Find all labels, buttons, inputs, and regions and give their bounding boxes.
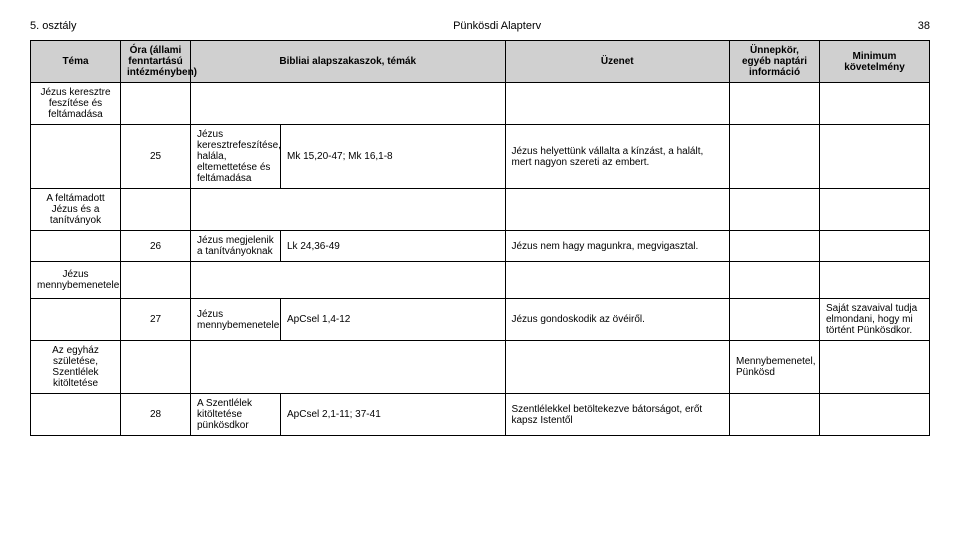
bibliai-title-cell: Jézus megjelenik a tanítványoknak (191, 231, 281, 262)
empty-cell (121, 262, 191, 299)
empty-cell (121, 341, 191, 394)
empty-cell (31, 231, 121, 262)
table-row: 27 Jézus mennybemenetele ApCsel 1,4-12 J… (31, 299, 930, 341)
col-tema-header: Téma (31, 41, 121, 83)
unnep-cell: Mennybemenetel, Pünkösd (730, 341, 820, 394)
table-row: A feltámadott Jézus és a tanítványok (31, 189, 930, 231)
empty-cell (31, 394, 121, 436)
empty-cell (191, 189, 506, 231)
empty-cell (820, 83, 930, 125)
tema-cell: Jézus mennybemenetele (31, 262, 121, 299)
bibliai-title-cell: A Szentlélek kitöltetése pünkösdkor (191, 394, 281, 436)
ora-cell: 27 (121, 299, 191, 341)
empty-cell (31, 299, 121, 341)
min-cell (820, 394, 930, 436)
ora-cell: 28 (121, 394, 191, 436)
tema-cell: A feltámadott Jézus és a tanítványok (31, 189, 121, 231)
empty-cell (191, 262, 506, 299)
table-row: 28 A Szentlélek kitöltetése pünkösdkor A… (31, 394, 930, 436)
bibliai-title-cell: Jézus mennybemenetele (191, 299, 281, 341)
tema-cell: Az egyház születése, Szentlélek kitöltet… (31, 341, 121, 394)
unnep-cell (730, 299, 820, 341)
page-number: 38 (918, 20, 930, 32)
empty-cell (191, 83, 506, 125)
unnep-cell (730, 394, 820, 436)
col-unnep-header: Ünnepkör, egyéb naptári információ (730, 41, 820, 83)
uzenet-cell: Szentlélekkel betöltekezve bátorságot, e… (505, 394, 730, 436)
uzenet-cell: Jézus nem hagy magunkra, megvigasztal. (505, 231, 730, 262)
col-uzenet-header: Üzenet (505, 41, 730, 83)
empty-cell (820, 189, 930, 231)
ora-cell: 26 (121, 231, 191, 262)
table-row: Az egyház születése, Szentlélek kitöltet… (31, 341, 930, 394)
uzenet-cell: Jézus helyettünk vállalta a kínzást, a h… (505, 125, 730, 189)
table-row: 26 Jézus megjelenik a tanítványoknak Lk … (31, 231, 930, 262)
uzenet-cell: Jézus gondoskodik az övéiről. (505, 299, 730, 341)
empty-cell (505, 189, 730, 231)
min-cell (820, 231, 930, 262)
empty-cell (820, 341, 930, 394)
page-class: 5. osztály (30, 20, 76, 32)
col-bibliai-header: Bibliai alapszakaszok, témák (191, 41, 506, 83)
empty-cell (121, 189, 191, 231)
empty-cell (31, 125, 121, 189)
bibliai-ref-cell: ApCsel 2,1-11; 37-41 (281, 394, 506, 436)
empty-cell (505, 83, 730, 125)
empty-cell (820, 262, 930, 299)
tema-cell: Jézus keresztre feszítése és feltámadása (31, 83, 121, 125)
table-header-row: Téma Óra (állami fenntartású intézménybe… (31, 41, 930, 83)
empty-cell (730, 83, 820, 125)
curriculum-table: Téma Óra (állami fenntartású intézménybe… (30, 40, 930, 436)
col-ora-header: Óra (állami fenntartású intézményben) (121, 41, 191, 83)
table-row: Jézus mennybemenetele (31, 262, 930, 299)
bibliai-title-cell: Jézus keresztrefeszítése, halála, elteme… (191, 125, 281, 189)
unnep-cell (730, 231, 820, 262)
min-cell (820, 125, 930, 189)
min-cell: Saját szavaival tudja elmondani, hogy mi… (820, 299, 930, 341)
col-min-header: Minimum követelmény (820, 41, 930, 83)
empty-cell (191, 341, 506, 394)
table-row: 25 Jézus keresztrefeszítése, halála, elt… (31, 125, 930, 189)
bibliai-ref-cell: Mk 15,20-47; Mk 16,1-8 (281, 125, 506, 189)
unnep-cell (730, 125, 820, 189)
empty-cell (730, 189, 820, 231)
empty-cell (730, 262, 820, 299)
bibliai-ref-cell: Lk 24,36-49 (281, 231, 506, 262)
table-row: Jézus keresztre feszítése és feltámadása (31, 83, 930, 125)
bibliai-ref-cell: ApCsel 1,4-12 (281, 299, 506, 341)
ora-cell: 25 (121, 125, 191, 189)
empty-cell (505, 341, 730, 394)
empty-cell (505, 262, 730, 299)
page-title: Pünkösdi Alapterv (76, 20, 917, 32)
empty-cell (121, 83, 191, 125)
